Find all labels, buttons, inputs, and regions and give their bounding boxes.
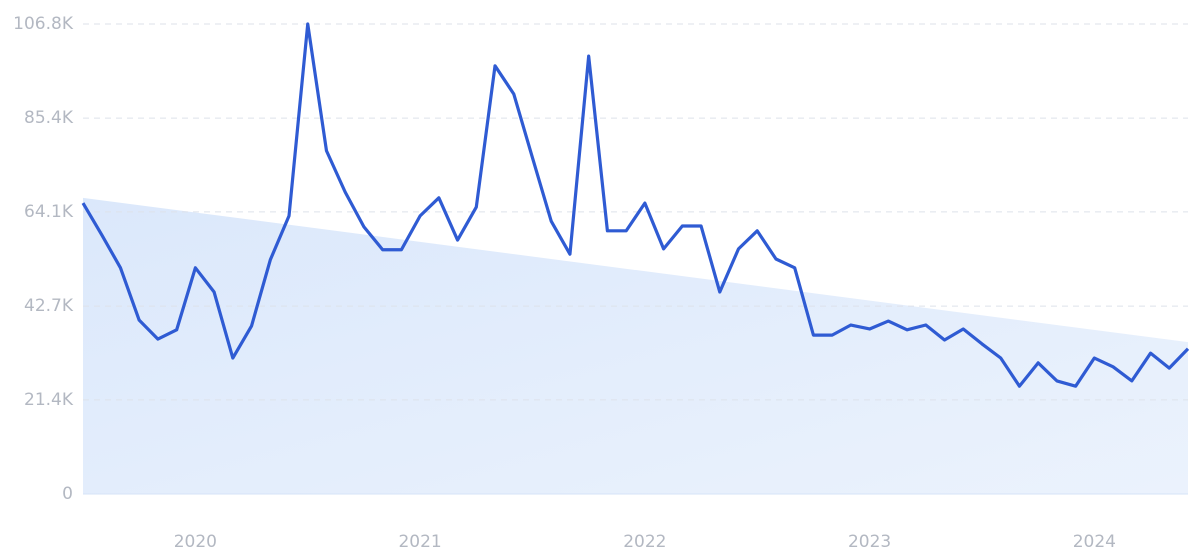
x-tick-label: 2020 bbox=[174, 532, 217, 552]
y-tick-label: 64.1K bbox=[24, 202, 74, 222]
x-tick-label: 2021 bbox=[398, 532, 441, 552]
y-tick-label: 85.4K bbox=[24, 108, 74, 128]
y-tick-label: 42.7K bbox=[24, 296, 74, 316]
x-tick-label: 2022 bbox=[623, 532, 666, 552]
x-tick-label: 2023 bbox=[848, 532, 891, 552]
y-tick-label: 106.8K bbox=[13, 14, 74, 34]
data-line bbox=[81, 22, 1190, 388]
y-tick-label: 21.4K bbox=[24, 390, 74, 410]
y-tick-label: 0 bbox=[62, 484, 73, 504]
x-tick-label: 2024 bbox=[1073, 532, 1116, 552]
trend-area bbox=[83, 197, 1188, 494]
